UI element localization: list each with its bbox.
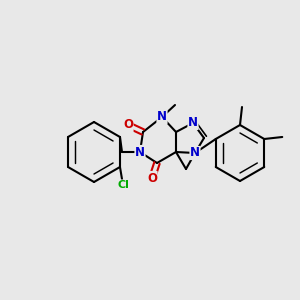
Text: N: N: [188, 116, 198, 130]
Text: Cl: Cl: [117, 180, 129, 190]
Text: N: N: [135, 146, 145, 158]
Text: N: N: [157, 110, 167, 124]
Text: N: N: [190, 146, 200, 160]
Text: O: O: [147, 172, 157, 184]
Text: O: O: [123, 118, 133, 131]
